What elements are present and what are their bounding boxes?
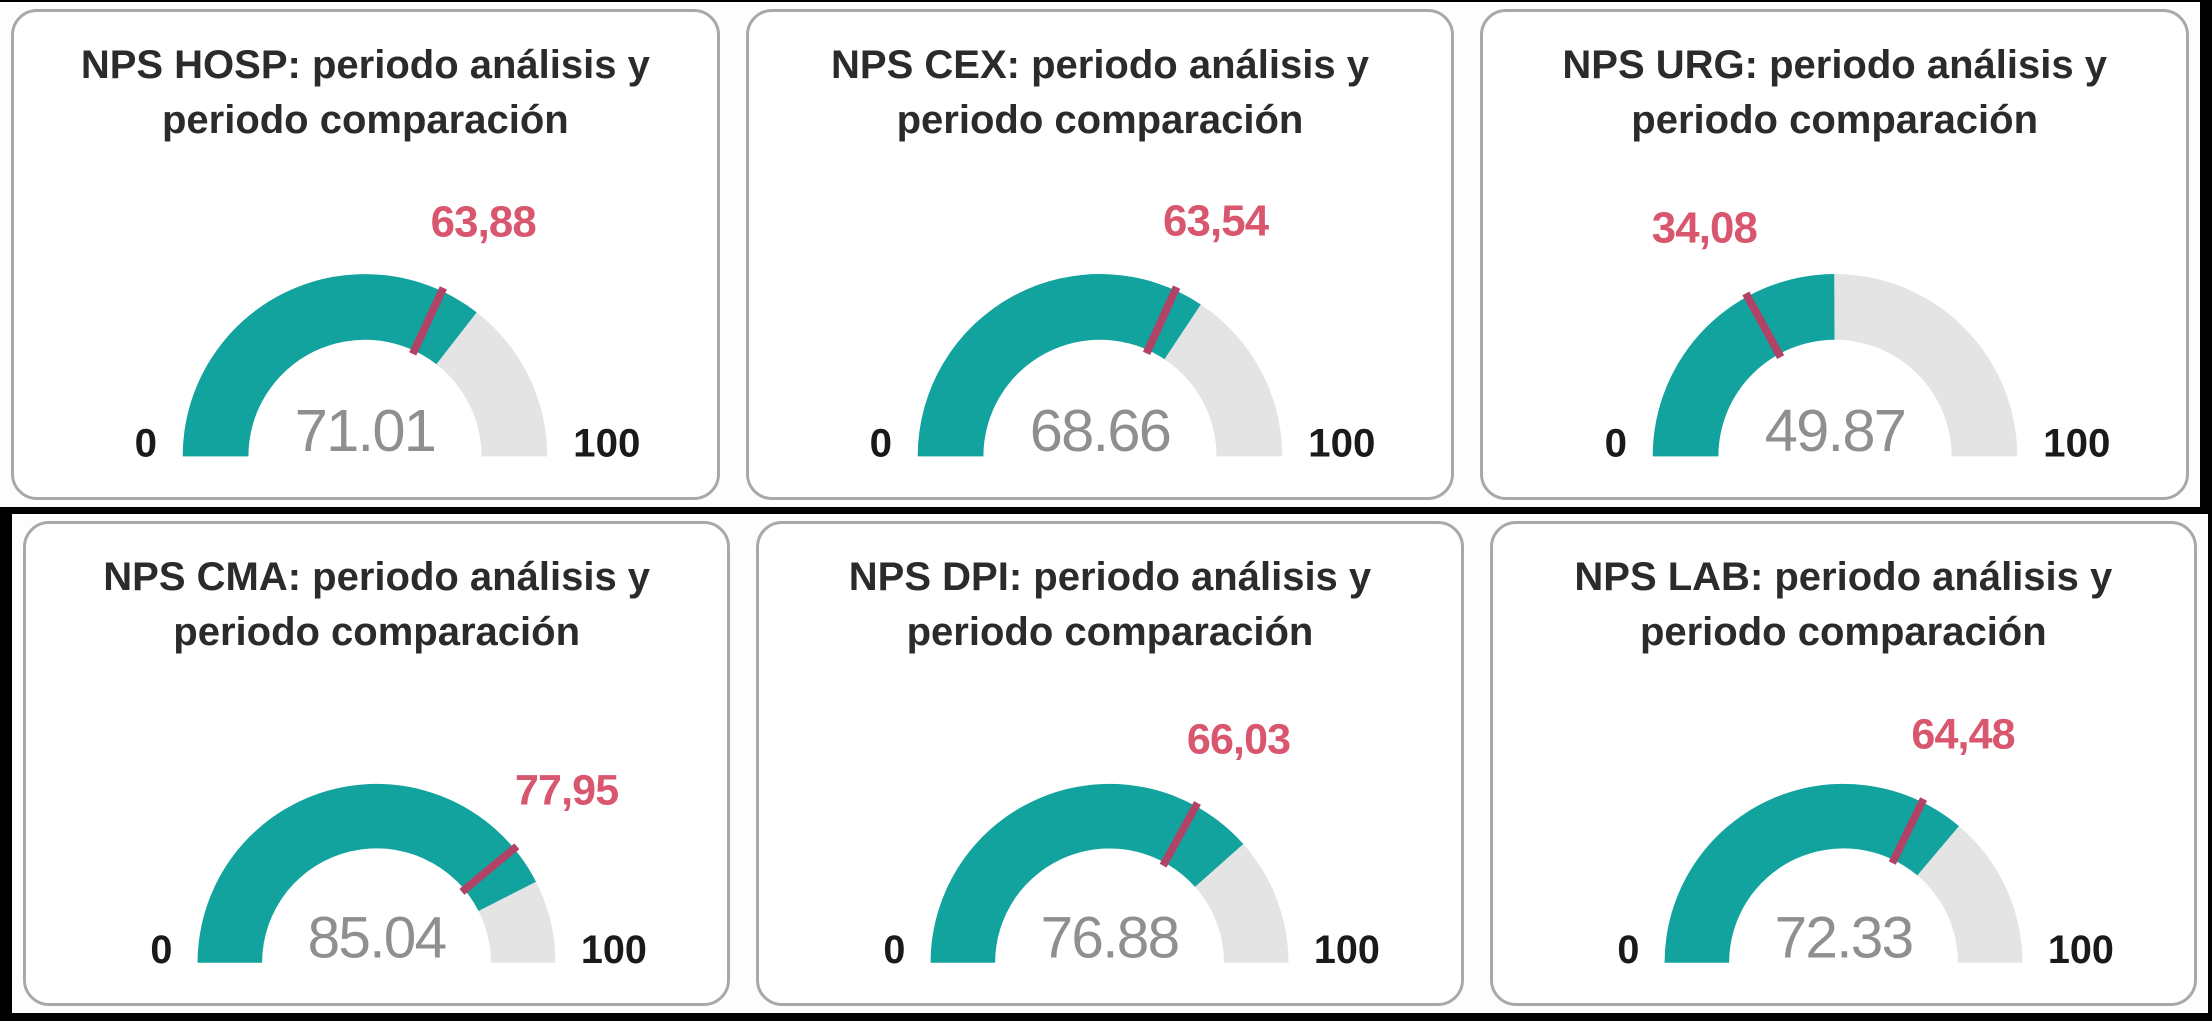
gauge-title: NPS CEX: periodo análisis y periodo comp… [831, 43, 1369, 143]
gauge-svg: 72.33 64,48 0 100 [1617, 711, 2114, 972]
gauge-card-nps-hosp[interactable]: NPS HOSP: periodo análisis y periodo com… [11, 9, 720, 500]
gauge-chart: 72.33 64,48 0 100 [1493, 660, 2194, 1003]
gauge-value-arc [917, 274, 1201, 457]
gauge-max-label: 100 [581, 928, 647, 972]
gauge-value-label: 71.01 [295, 397, 435, 464]
gauge-title: NPS CMA: periodo análisis y periodo comp… [103, 555, 651, 655]
gauge-chart: 49.87 34,08 0 100 [1483, 148, 2186, 497]
gauge-card-nps-urg[interactable]: NPS URG: periodo análisis y periodo comp… [1480, 9, 2190, 500]
gauge-svg: 71.01 63,88 0 100 [135, 198, 641, 466]
gauge-chart: 71.01 63,88 0 100 [14, 148, 717, 497]
gauge-target-label: 63,54 [1163, 197, 1270, 246]
gauge-target-tick [409, 286, 448, 356]
gauge-value-arc [1664, 784, 1959, 964]
gauge-value-label: 85.04 [308, 906, 446, 971]
gauge-target-label: 77,95 [515, 767, 618, 815]
gauge-card-nps-dpi[interactable]: NPS DPI: periodo análisis y periodo comp… [756, 521, 1464, 1006]
gauge-value-arc [183, 274, 478, 457]
gauge-title: NPS DPI: periodo análisis y periodo comp… [848, 555, 1372, 655]
gauge-svg: 76.88 66,03 0 100 [884, 716, 1381, 972]
gauge-value-arc [931, 784, 1244, 964]
gauge-target-tick [1160, 801, 1202, 868]
gauge-max-label: 100 [2043, 421, 2110, 466]
gauge-min-label: 0 [151, 928, 173, 972]
gauge-max-label: 100 [1314, 928, 1380, 972]
gauge-track-arc [436, 312, 548, 457]
gauge-row-top: NPS HOSP: periodo análisis y periodo com… [0, 2, 2200, 507]
gauge-target-tick [1742, 291, 1784, 360]
gauge-title: NPS HOSP: periodo análisis y periodo com… [80, 43, 650, 143]
gauge-track-arc [1833, 274, 2017, 457]
gauge-max-label: 100 [574, 421, 641, 466]
gauge-value-label: 49.87 [1765, 397, 1905, 464]
gauge-track-arc [1917, 826, 2023, 964]
gauge-target-tick [1888, 797, 1927, 866]
gauge-target-tick [1143, 285, 1181, 356]
gauge-svg: 68.66 63,54 0 100 [870, 197, 1376, 466]
gauge-row-bottom: NPS CMA: periodo análisis y periodo comp… [12, 514, 2208, 1013]
gauge-value-arc [1652, 274, 1835, 457]
gauge-min-label: 0 [135, 421, 157, 466]
gauge-value-label: 68.66 [1030, 397, 1170, 464]
gauge-track-arc [1164, 304, 1283, 457]
gauge-chart: 68.66 63,54 0 100 [749, 148, 1452, 497]
gauge-card-nps-cma[interactable]: NPS CMA: periodo análisis y periodo comp… [23, 521, 731, 1006]
gauge-track-arc [1195, 844, 1289, 964]
gauge-max-label: 100 [1308, 421, 1375, 466]
gauge-card-nps-cex[interactable]: NPS CEX: periodo análisis y periodo comp… [745, 9, 1455, 500]
gauge-value-arc [197, 784, 537, 964]
gauge-title: NPS URG: periodo análisis y periodo comp… [1562, 43, 2107, 143]
gauge-title: NPS LAB: periodo análisis y periodo comp… [1574, 555, 2113, 655]
gauge-svg: 85.04 77,95 0 100 [151, 767, 648, 972]
gauge-min-label: 0 [870, 421, 892, 466]
gauge-min-label: 0 [884, 928, 906, 972]
gauge-chart: 76.88 66,03 0 100 [759, 660, 1460, 1003]
gauge-max-label: 100 [2048, 928, 2114, 972]
gauge-target-tick [459, 843, 520, 896]
gauge-chart: 85.04 77,95 0 100 [26, 660, 727, 1003]
gauge-card-nps-lab[interactable]: NPS LAB: periodo análisis y periodo comp… [1489, 521, 2197, 1006]
gauge-min-label: 0 [1604, 421, 1626, 466]
gauge-target-label: 66,03 [1187, 716, 1290, 764]
gauge-min-label: 0 [1617, 928, 1639, 972]
gauge-svg: 49.87 34,08 0 100 [1604, 204, 2110, 466]
gauge-target-label: 64,48 [1911, 711, 2014, 759]
gauge-value-label: 76.88 [1041, 906, 1179, 971]
gauge-target-label: 34,08 [1651, 204, 1757, 253]
gauge-value-label: 72.33 [1774, 906, 1912, 971]
gauge-target-label: 63,88 [431, 198, 537, 247]
gauge-track-arc [478, 882, 556, 964]
